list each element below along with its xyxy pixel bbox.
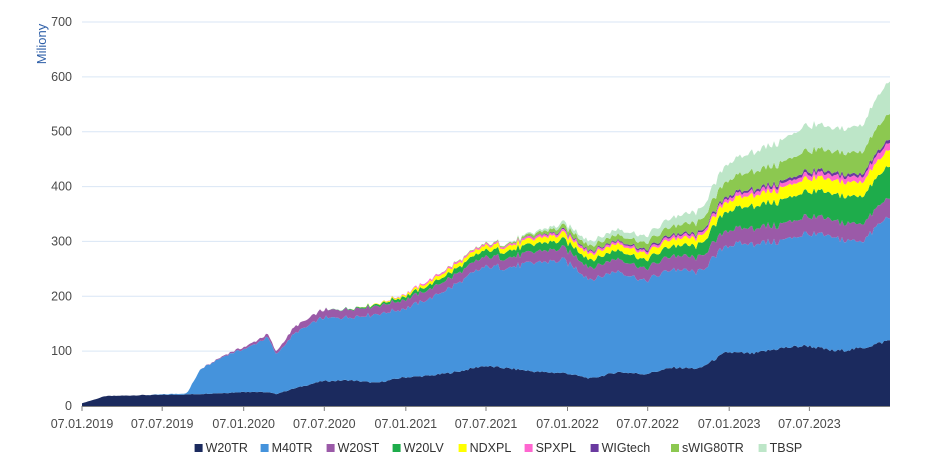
legend-swatch <box>671 444 679 452</box>
x-tick-label: 07.01.2021 <box>375 417 438 431</box>
legend-swatch <box>590 444 599 452</box>
y-tick-label: 300 <box>51 234 72 248</box>
area-W20ST <box>82 197 890 404</box>
legend-swatch <box>326 444 335 452</box>
legend-swatch <box>260 444 269 452</box>
x-tick-label: 07.07.2020 <box>293 417 356 431</box>
legend-label: W20LV <box>404 441 445 455</box>
legend: W20TR M40TR W20ST W20LV NDXPL SPXPL WIGtech sWI… <box>194 441 803 455</box>
legend-label: SPXPL <box>536 441 576 455</box>
x-tick-label: 07.07.2022 <box>616 417 679 431</box>
legend-swatch <box>758 444 767 452</box>
y-axis-title: Miliony <box>34 23 49 64</box>
x-tick-label: 07.07.2023 <box>778 417 841 431</box>
legend-swatch <box>458 444 467 452</box>
x-tick-label: 07.07.2021 <box>455 417 518 431</box>
legend-label: NDXPL <box>470 441 512 455</box>
gridlines: 0 100 200 300 400 500 600 700 <box>51 15 890 413</box>
legend-swatch <box>524 444 533 452</box>
legend-swatch <box>194 444 203 452</box>
x-tick-label: 07.01.2020 <box>212 417 275 431</box>
y-tick-label: 700 <box>51 15 72 29</box>
stacked-areas <box>82 81 890 406</box>
legend-label: WIGtech <box>602 441 651 455</box>
area-W20TR <box>82 340 890 406</box>
x-tick-label: 07.01.2023 <box>698 417 761 431</box>
legend-label: sWIG80TR <box>682 441 744 455</box>
y-tick-label: 200 <box>51 289 72 303</box>
legend-swatch <box>392 444 401 452</box>
axes: 07.01.2019 07.07.2019 07.01.2020 07.07.2020… <box>51 406 890 431</box>
y-tick-label: 400 <box>51 180 72 194</box>
legend-label: TBSP <box>770 441 803 455</box>
area-M40TR <box>82 216 890 404</box>
x-tick-label: 07.07.2019 <box>131 417 194 431</box>
legend-label: M40TR <box>272 441 313 455</box>
y-tick-label: 0 <box>65 399 72 413</box>
x-tick-label: 07.01.2019 <box>51 417 114 431</box>
legend-label: W20ST <box>338 441 380 455</box>
y-tick-label: 100 <box>51 344 72 358</box>
y-tick-label: 600 <box>51 70 72 84</box>
legend-label: W20TR <box>206 441 248 455</box>
y-tick-label: 500 <box>51 125 72 139</box>
x-tick-label: 07.01.2022 <box>536 417 599 431</box>
